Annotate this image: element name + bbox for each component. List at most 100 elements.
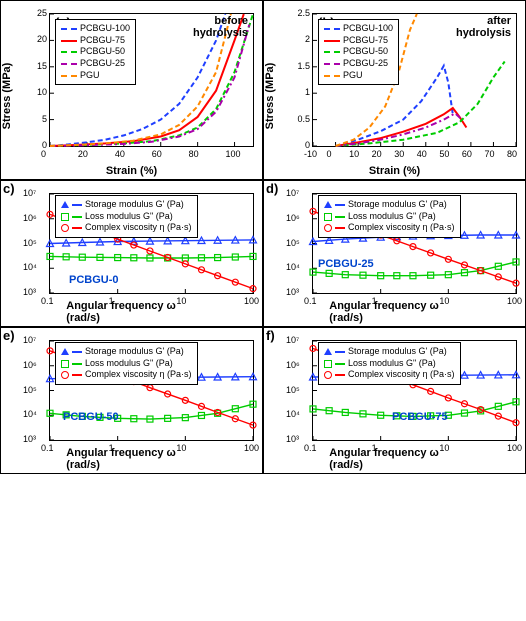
legend-label: Storage modulus G' (Pa) bbox=[85, 199, 184, 211]
y-tick: 10⁵ bbox=[23, 238, 37, 248]
sample-label: PCBGU-0 bbox=[69, 274, 119, 286]
legend-label: Loss modulus G" (Pa) bbox=[348, 358, 436, 370]
y-axis-label: Stress (MPa) bbox=[264, 63, 276, 130]
y-tick: 10⁶ bbox=[23, 213, 37, 223]
y-tick: 10³ bbox=[23, 287, 36, 297]
x-tick: 10 bbox=[176, 296, 186, 306]
legend: Storage modulus G' (Pa)Loss modulus G" (… bbox=[55, 195, 198, 238]
panel-f: Angular frequency ω (rad/s)f)0.111010010… bbox=[263, 327, 526, 474]
legend-label: PCBGU-25 bbox=[80, 58, 125, 70]
y-tick: 0.5 bbox=[288, 114, 310, 124]
x-tick: 40 bbox=[115, 149, 125, 159]
legend: Storage modulus G' (Pa)Loss modulus G" (… bbox=[55, 342, 198, 385]
x-tick: 0.1 bbox=[304, 296, 317, 306]
y-tick: 10⁶ bbox=[286, 360, 300, 370]
x-tick: 30 bbox=[394, 149, 404, 159]
y-tick: 10⁵ bbox=[23, 385, 37, 395]
x-tick: 20 bbox=[78, 149, 88, 159]
legend-item: PCBGU-75 bbox=[324, 35, 393, 47]
legend-item: Complex viscosity η (Pa·s) bbox=[61, 222, 192, 234]
x-tick: 0 bbox=[41, 149, 46, 159]
y-tick: 10⁷ bbox=[23, 188, 36, 198]
legend-label: Complex viscosity η (Pa·s) bbox=[348, 369, 455, 381]
y-tick: 1.5 bbox=[288, 61, 310, 71]
y-tick: 10⁵ bbox=[286, 385, 300, 395]
y-tick: 10⁴ bbox=[23, 262, 37, 272]
panel-title: afterhydrolysis bbox=[456, 15, 511, 39]
x-tick: 100 bbox=[226, 149, 241, 159]
panel-a: Strain (%)Stress (MPa)(a)beforehydrolysi… bbox=[0, 0, 263, 180]
x-tick: 100 bbox=[244, 296, 259, 306]
legend: Storage modulus G' (Pa)Loss modulus G" (… bbox=[318, 342, 461, 385]
legend-item: PCBGU-50 bbox=[61, 46, 130, 58]
panel-c: Angular frequency ω (rad/s)c)0.111010010… bbox=[0, 180, 263, 327]
y-tick: 25 bbox=[25, 8, 47, 18]
x-tick: 40 bbox=[417, 149, 427, 159]
x-axis-label: Strain (%) bbox=[106, 165, 157, 177]
y-tick: 10³ bbox=[286, 287, 299, 297]
x-tick: 100 bbox=[507, 296, 522, 306]
legend-item: Storage modulus G' (Pa) bbox=[324, 199, 455, 211]
legend-label: PCBGU-25 bbox=[343, 58, 388, 70]
x-tick: 1 bbox=[372, 443, 377, 453]
sample-label: PCBGU-75 bbox=[392, 411, 448, 423]
legend-item: PCBGU-100 bbox=[61, 23, 130, 35]
legend-item: Complex viscosity η (Pa·s) bbox=[324, 222, 455, 234]
x-tick: 60 bbox=[462, 149, 472, 159]
x-tick: 20 bbox=[372, 149, 382, 159]
x-axis-label: Strain (%) bbox=[369, 165, 420, 177]
y-tick: 10³ bbox=[286, 434, 299, 444]
y-tick: 1 bbox=[288, 87, 310, 97]
y-tick: 5 bbox=[25, 114, 47, 124]
y-tick: 20 bbox=[25, 34, 47, 44]
y-tick: 10³ bbox=[23, 434, 36, 444]
y-tick: 10⁴ bbox=[23, 409, 37, 419]
sample-label: PCBGU-50 bbox=[63, 411, 119, 423]
panel-b: Strain (%)Stress (MPa)(b)afterhydrolysis… bbox=[263, 0, 526, 180]
legend-item: Loss modulus G" (Pa) bbox=[324, 211, 455, 223]
legend-label: Storage modulus G' (Pa) bbox=[348, 346, 447, 358]
x-tick: 70 bbox=[484, 149, 494, 159]
legend-item: PCBGU-25 bbox=[61, 58, 130, 70]
x-tick: 1 bbox=[109, 443, 114, 453]
x-tick: 10 bbox=[176, 443, 186, 453]
x-tick: 10 bbox=[439, 296, 449, 306]
panel-tag: c) bbox=[3, 181, 15, 196]
legend-label: PCBGU-75 bbox=[343, 35, 388, 47]
y-tick: 2 bbox=[288, 34, 310, 44]
legend: PCBGU-100PCBGU-75PCBGU-50PCBGU-25PGU bbox=[318, 19, 399, 85]
y-tick: 10 bbox=[25, 87, 47, 97]
x-tick: 1 bbox=[372, 296, 377, 306]
legend-item: PGU bbox=[324, 70, 393, 82]
y-tick: 10⁶ bbox=[286, 213, 300, 223]
x-tick: 0.1 bbox=[41, 296, 54, 306]
x-tick: 80 bbox=[507, 149, 517, 159]
legend-label: PCBGU-50 bbox=[80, 46, 125, 58]
panel-e: Angular frequency ω (rad/s)e)0.111010010… bbox=[0, 327, 263, 474]
y-tick: 0 bbox=[25, 140, 47, 150]
panel-tag: d) bbox=[266, 181, 278, 196]
y-tick: 2.5 bbox=[288, 8, 310, 18]
x-tick: 10 bbox=[349, 149, 359, 159]
figure-grid: Strain (%)Stress (MPa)(a)beforehydrolysi… bbox=[0, 0, 526, 621]
legend-label: PCBGU-75 bbox=[80, 35, 125, 47]
x-tick: 0.1 bbox=[41, 443, 54, 453]
x-tick: 100 bbox=[507, 443, 522, 453]
legend-label: Loss modulus G" (Pa) bbox=[85, 358, 173, 370]
x-tick: 60 bbox=[152, 149, 162, 159]
y-tick: 15 bbox=[25, 61, 47, 71]
legend-item: PCBGU-50 bbox=[324, 46, 393, 58]
legend-item: Storage modulus G' (Pa) bbox=[61, 199, 192, 211]
legend-label: PCBGU-100 bbox=[343, 23, 393, 35]
legend-item: Loss modulus G" (Pa) bbox=[61, 358, 192, 370]
y-tick: 10⁶ bbox=[23, 360, 37, 370]
legend: Storage modulus G' (Pa)Loss modulus G" (… bbox=[318, 195, 461, 238]
legend-label: Complex viscosity η (Pa·s) bbox=[348, 222, 455, 234]
legend-label: Loss modulus G" (Pa) bbox=[85, 211, 173, 223]
x-tick: 80 bbox=[189, 149, 199, 159]
x-tick: 50 bbox=[439, 149, 449, 159]
x-tick: 1 bbox=[109, 296, 114, 306]
legend-item: Complex viscosity η (Pa·s) bbox=[61, 369, 192, 381]
legend-item: PCBGU-100 bbox=[324, 23, 393, 35]
x-tick: 10 bbox=[439, 443, 449, 453]
